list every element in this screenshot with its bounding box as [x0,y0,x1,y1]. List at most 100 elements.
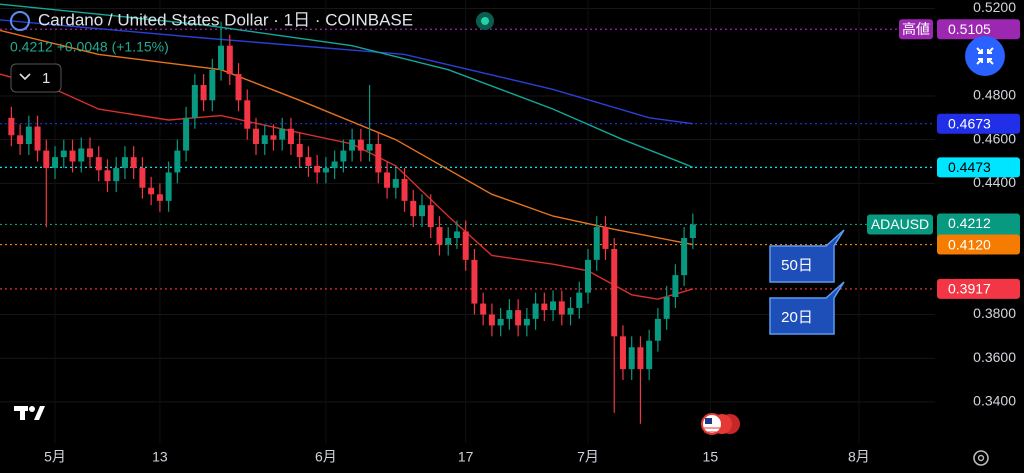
candle-body [515,310,522,326]
candle-body [8,117,15,136]
candle-body [305,157,312,166]
candle-body [174,150,181,173]
candle-body [156,194,163,201]
callout [769,229,845,283]
candle-body [148,187,155,195]
price-label: 0.3917 [948,281,991,297]
candle-body [689,224,696,239]
candle-body [357,139,364,151]
tv-logo [14,406,45,420]
candle-body [69,150,76,162]
candle-body [34,126,41,151]
candle-body [506,310,513,319]
candle-body [226,45,233,75]
candle-body [436,227,443,245]
candle-body [637,347,644,370]
fullscreen-button[interactable] [965,36,1005,76]
tag-box [899,19,933,40]
candle-body [253,128,259,145]
y-tick-label: 0.3800 [973,305,1016,321]
candle-body [191,85,198,118]
candle-body [471,259,478,304]
candle-body [86,148,93,158]
price-label: 0.4212 [948,215,991,231]
price-change: 0.4212 +0.0048 (+1.15%) [10,39,169,55]
moving-average [0,29,694,246]
candle-body [585,259,592,293]
moving-average [0,3,694,169]
candle-body [681,238,688,276]
tag-box [867,214,933,235]
candle-body [628,347,635,370]
price-label: 0.5105 [948,21,991,37]
candle-body [523,318,530,326]
candle-body [497,318,504,326]
y-tick-label: 0.4800 [973,87,1016,103]
price-label-box [937,113,1020,134]
candle-body [218,45,225,70]
candle-body [646,340,653,370]
x-tick-label: 5月 [44,449,66,465]
settings-icon[interactable] [973,450,989,466]
candle-body [532,303,539,319]
symbol-title: Cardano / United States Dollar · 1日 · CO… [38,10,413,29]
y-tick-label: 0.4400 [973,174,1016,190]
candle-body [270,135,277,140]
price-label-box [937,157,1020,178]
candle-body [296,144,303,158]
price-label: 0.4673 [948,115,991,131]
price-label-box [937,234,1020,255]
candle-body [366,144,373,151]
candle-body [139,168,146,188]
moving-average [0,19,693,125]
tag-label: 高値 [902,21,930,37]
chevron [19,73,31,81]
candle-body [95,157,102,171]
candle-body [331,161,338,169]
candle-body [392,178,399,188]
candle-body [104,170,111,182]
candle-body [550,301,557,311]
candle-body [375,144,382,173]
candle-body [60,150,67,158]
price-label: 0.4120 [948,236,991,252]
candle-body [619,336,626,370]
candle-body [235,74,242,101]
interval-button[interactable] [10,63,62,93]
price-label-box [937,278,1020,299]
candle-body [25,126,32,145]
candle-body [261,135,268,145]
candle-body [663,297,670,319]
candle-body [244,100,251,129]
candle-body [78,148,85,162]
candle-body [419,205,426,217]
x-tick-label: 17 [458,449,474,465]
candle-body [314,165,321,173]
price-label: 0.4473 [948,159,991,175]
candle-body [279,128,286,140]
candle-body [349,139,356,151]
candle-body [611,248,618,337]
x-tick-label: 6月 [315,449,337,465]
candle-body [576,292,583,308]
status-dot-inner [481,17,489,25]
candle-body [340,150,347,162]
candle-body [130,157,137,169]
x-tick-label: 8月 [848,449,870,465]
y-tick-label: 0.3400 [973,393,1016,409]
candle-body [113,168,120,182]
callout-label: 20日 [781,309,813,326]
price-label-box [937,19,1020,40]
y-tick-label: 0.4600 [973,130,1016,146]
event-flags[interactable] [701,413,740,435]
candle-body [453,231,460,239]
candle-body [602,227,609,249]
candle-body [410,200,417,217]
callout [769,281,845,335]
fullscreen-icon [976,47,994,65]
y-tick-label: 0.5200 [973,0,1016,15]
candle-body [672,275,679,298]
x-tick-label: 13 [152,449,168,465]
